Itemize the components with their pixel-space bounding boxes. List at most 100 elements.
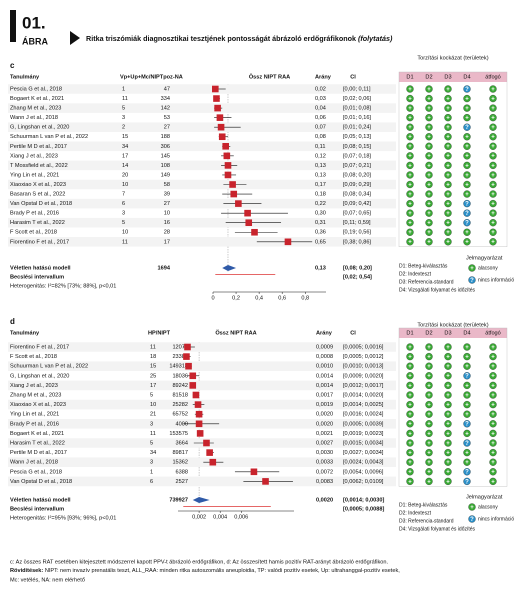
risk-symbol (425, 161, 433, 170)
events: 15 (150, 364, 156, 370)
risk-symbol (444, 477, 452, 486)
study-name: Brady P et al., 2016 (10, 421, 59, 427)
risk-symbol (425, 448, 433, 457)
model-name: Véletlen hatású modell (10, 265, 71, 271)
ratio: 0,0008 (316, 354, 333, 360)
risk-label: + (408, 479, 412, 485)
study-name: Van Opstal D et al., 2018 (10, 479, 72, 485)
risk-symbol (425, 123, 433, 131)
risk-symbol (463, 352, 471, 361)
risk-symbol (406, 372, 414, 380)
risk-symbol (489, 104, 497, 112)
risk-symbol (444, 209, 452, 217)
risk-symbol (444, 152, 452, 160)
risk-symbol (489, 171, 497, 179)
risk-label: + (427, 192, 431, 198)
risk-label: + (427, 422, 431, 428)
study-name: Fiorentino F et al., 2017 (10, 344, 69, 350)
risk-label: + (408, 211, 412, 217)
risk-label: + (465, 173, 469, 179)
total: 108 (161, 163, 170, 169)
risk-symbol (444, 123, 452, 131)
legend-symbol (468, 503, 476, 511)
estimate (183, 353, 190, 360)
risk-symbol (463, 400, 471, 409)
risk-label: + (491, 393, 495, 399)
total: 334 (161, 96, 170, 102)
estimate (251, 228, 258, 236)
risk-symbol (444, 391, 452, 399)
risk-symbol (406, 199, 414, 208)
risk-label: + (446, 460, 450, 466)
row-stripe (8, 342, 396, 352)
risk-symbol (425, 152, 433, 160)
risk-symbol (406, 410, 414, 418)
ci-label: [0,11; 0,59] (343, 220, 371, 226)
ci-label: [0,08; 0,15] (343, 144, 371, 150)
x-tick-label: 0,002 (192, 514, 206, 520)
risk-label: + (465, 460, 469, 466)
heterogeneity: Heterogenitás: I²=82% [73%; 88%], p<0,01 (10, 283, 116, 289)
risk-label: ? (465, 125, 469, 131)
risk-label: + (427, 211, 431, 217)
risk-label: + (427, 402, 431, 408)
risk-symbol (425, 209, 433, 217)
risk-label: + (491, 240, 495, 246)
column-header: Össz NIPT RAA (249, 73, 290, 80)
events: 5 (150, 392, 153, 398)
risk-symbol (425, 458, 433, 466)
row-stripe (8, 198, 396, 209)
ci-label: [0,09; 0,42] (343, 201, 371, 207)
risk-symbol (425, 180, 433, 189)
risk-label: + (465, 431, 469, 437)
figure-label: ÁBRA (22, 36, 48, 46)
risk-symbol (463, 190, 471, 198)
total: 153575 (169, 431, 188, 437)
risk-label: + (446, 470, 450, 476)
study-name: Wann J et al., 2018 (10, 115, 58, 121)
total: 39 (164, 192, 170, 198)
risk-symbol (425, 219, 433, 227)
risk-symbol (489, 381, 497, 390)
study-name: Xiaoxiao X et al., 2023 (10, 402, 66, 408)
ratio: 0,0020 (316, 421, 333, 427)
ci-label: [0,0062; 0,0109] (343, 479, 384, 485)
estimate (217, 123, 225, 131)
risk-frame (398, 71, 508, 248)
ratio: 0,0009 (316, 344, 333, 350)
risk-symbol (406, 439, 414, 447)
risk-label: + (465, 182, 469, 188)
risk-label: + (408, 135, 412, 141)
risk-label: + (408, 450, 412, 456)
risk-symbol (406, 420, 414, 428)
estimate (235, 200, 242, 207)
risk-label: + (427, 106, 431, 112)
risk-label: + (408, 96, 412, 102)
risk-label: ? (465, 422, 469, 428)
x-tick-label: 0,006 (234, 514, 248, 520)
risk-symbol (406, 152, 414, 160)
x-tick-label: 0,2 (232, 295, 240, 301)
risk-label: + (465, 402, 469, 408)
risk-symbol (444, 410, 452, 418)
risk-column: D3 (444, 74, 451, 80)
events: 11 (150, 344, 156, 350)
risk-symbol (463, 199, 471, 208)
risk-symbol (463, 439, 471, 447)
risk-symbol (489, 85, 497, 93)
total: 65752 (172, 412, 188, 418)
estimate (212, 85, 219, 93)
risk-symbol (489, 448, 497, 457)
model-diamond (222, 265, 237, 271)
risk-symbol (444, 352, 452, 361)
risk-label: + (427, 345, 431, 351)
estimate (250, 468, 258, 476)
row-stripe (8, 457, 396, 467)
risk-label: + (491, 345, 495, 351)
risk-symbol (406, 352, 414, 361)
study-name: F Scott et al., 2018 (10, 230, 57, 236)
ratio: 0,36 (315, 230, 326, 236)
risk-symbol (425, 352, 433, 361)
risk-label: + (446, 106, 450, 112)
ci-label: [0,0014; 0,0025] (343, 402, 384, 408)
